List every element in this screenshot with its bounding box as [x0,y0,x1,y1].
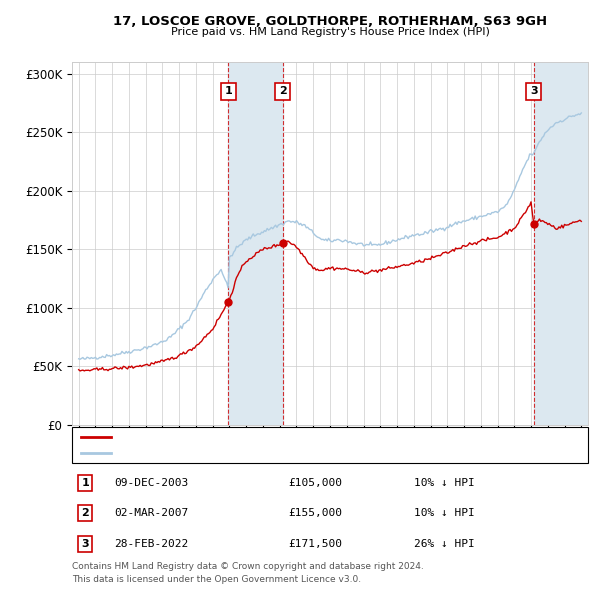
Text: 09-DEC-2003: 09-DEC-2003 [114,478,188,487]
Text: Contains HM Land Registry data © Crown copyright and database right 2024.: Contains HM Land Registry data © Crown c… [72,562,424,571]
Text: 1: 1 [82,478,89,487]
Text: 1: 1 [224,86,232,96]
Text: 3: 3 [530,86,538,96]
Text: This data is licensed under the Open Government Licence v3.0.: This data is licensed under the Open Gov… [72,575,361,584]
Text: 26% ↓ HPI: 26% ↓ HPI [414,539,475,549]
Text: 10% ↓ HPI: 10% ↓ HPI [414,478,475,487]
Text: 10% ↓ HPI: 10% ↓ HPI [414,509,475,518]
Bar [534,62,590,425]
Bar [229,62,283,425]
Text: 3: 3 [82,539,89,549]
Text: HPI: Average price, detached house, Barnsley: HPI: Average price, detached house, Barn… [117,448,355,458]
Text: 17, LOSCOE GROVE, GOLDTHORPE, ROTHERHAM, S63 9GH: 17, LOSCOE GROVE, GOLDTHORPE, ROTHERHAM,… [113,15,547,28]
Text: 28-FEB-2022: 28-FEB-2022 [114,539,188,549]
Text: Price paid vs. HM Land Registry's House Price Index (HPI): Price paid vs. HM Land Registry's House … [170,27,490,37]
Text: 02-MAR-2007: 02-MAR-2007 [114,509,188,518]
Text: £171,500: £171,500 [288,539,342,549]
Text: 2: 2 [82,509,89,518]
Text: £105,000: £105,000 [288,478,342,487]
Text: 2: 2 [279,86,286,96]
Text: 17, LOSCOE GROVE, GOLDTHORPE, ROTHERHAM, S63 9GH (detached house): 17, LOSCOE GROVE, GOLDTHORPE, ROTHERHAM,… [117,432,519,442]
Text: £155,000: £155,000 [288,509,342,518]
